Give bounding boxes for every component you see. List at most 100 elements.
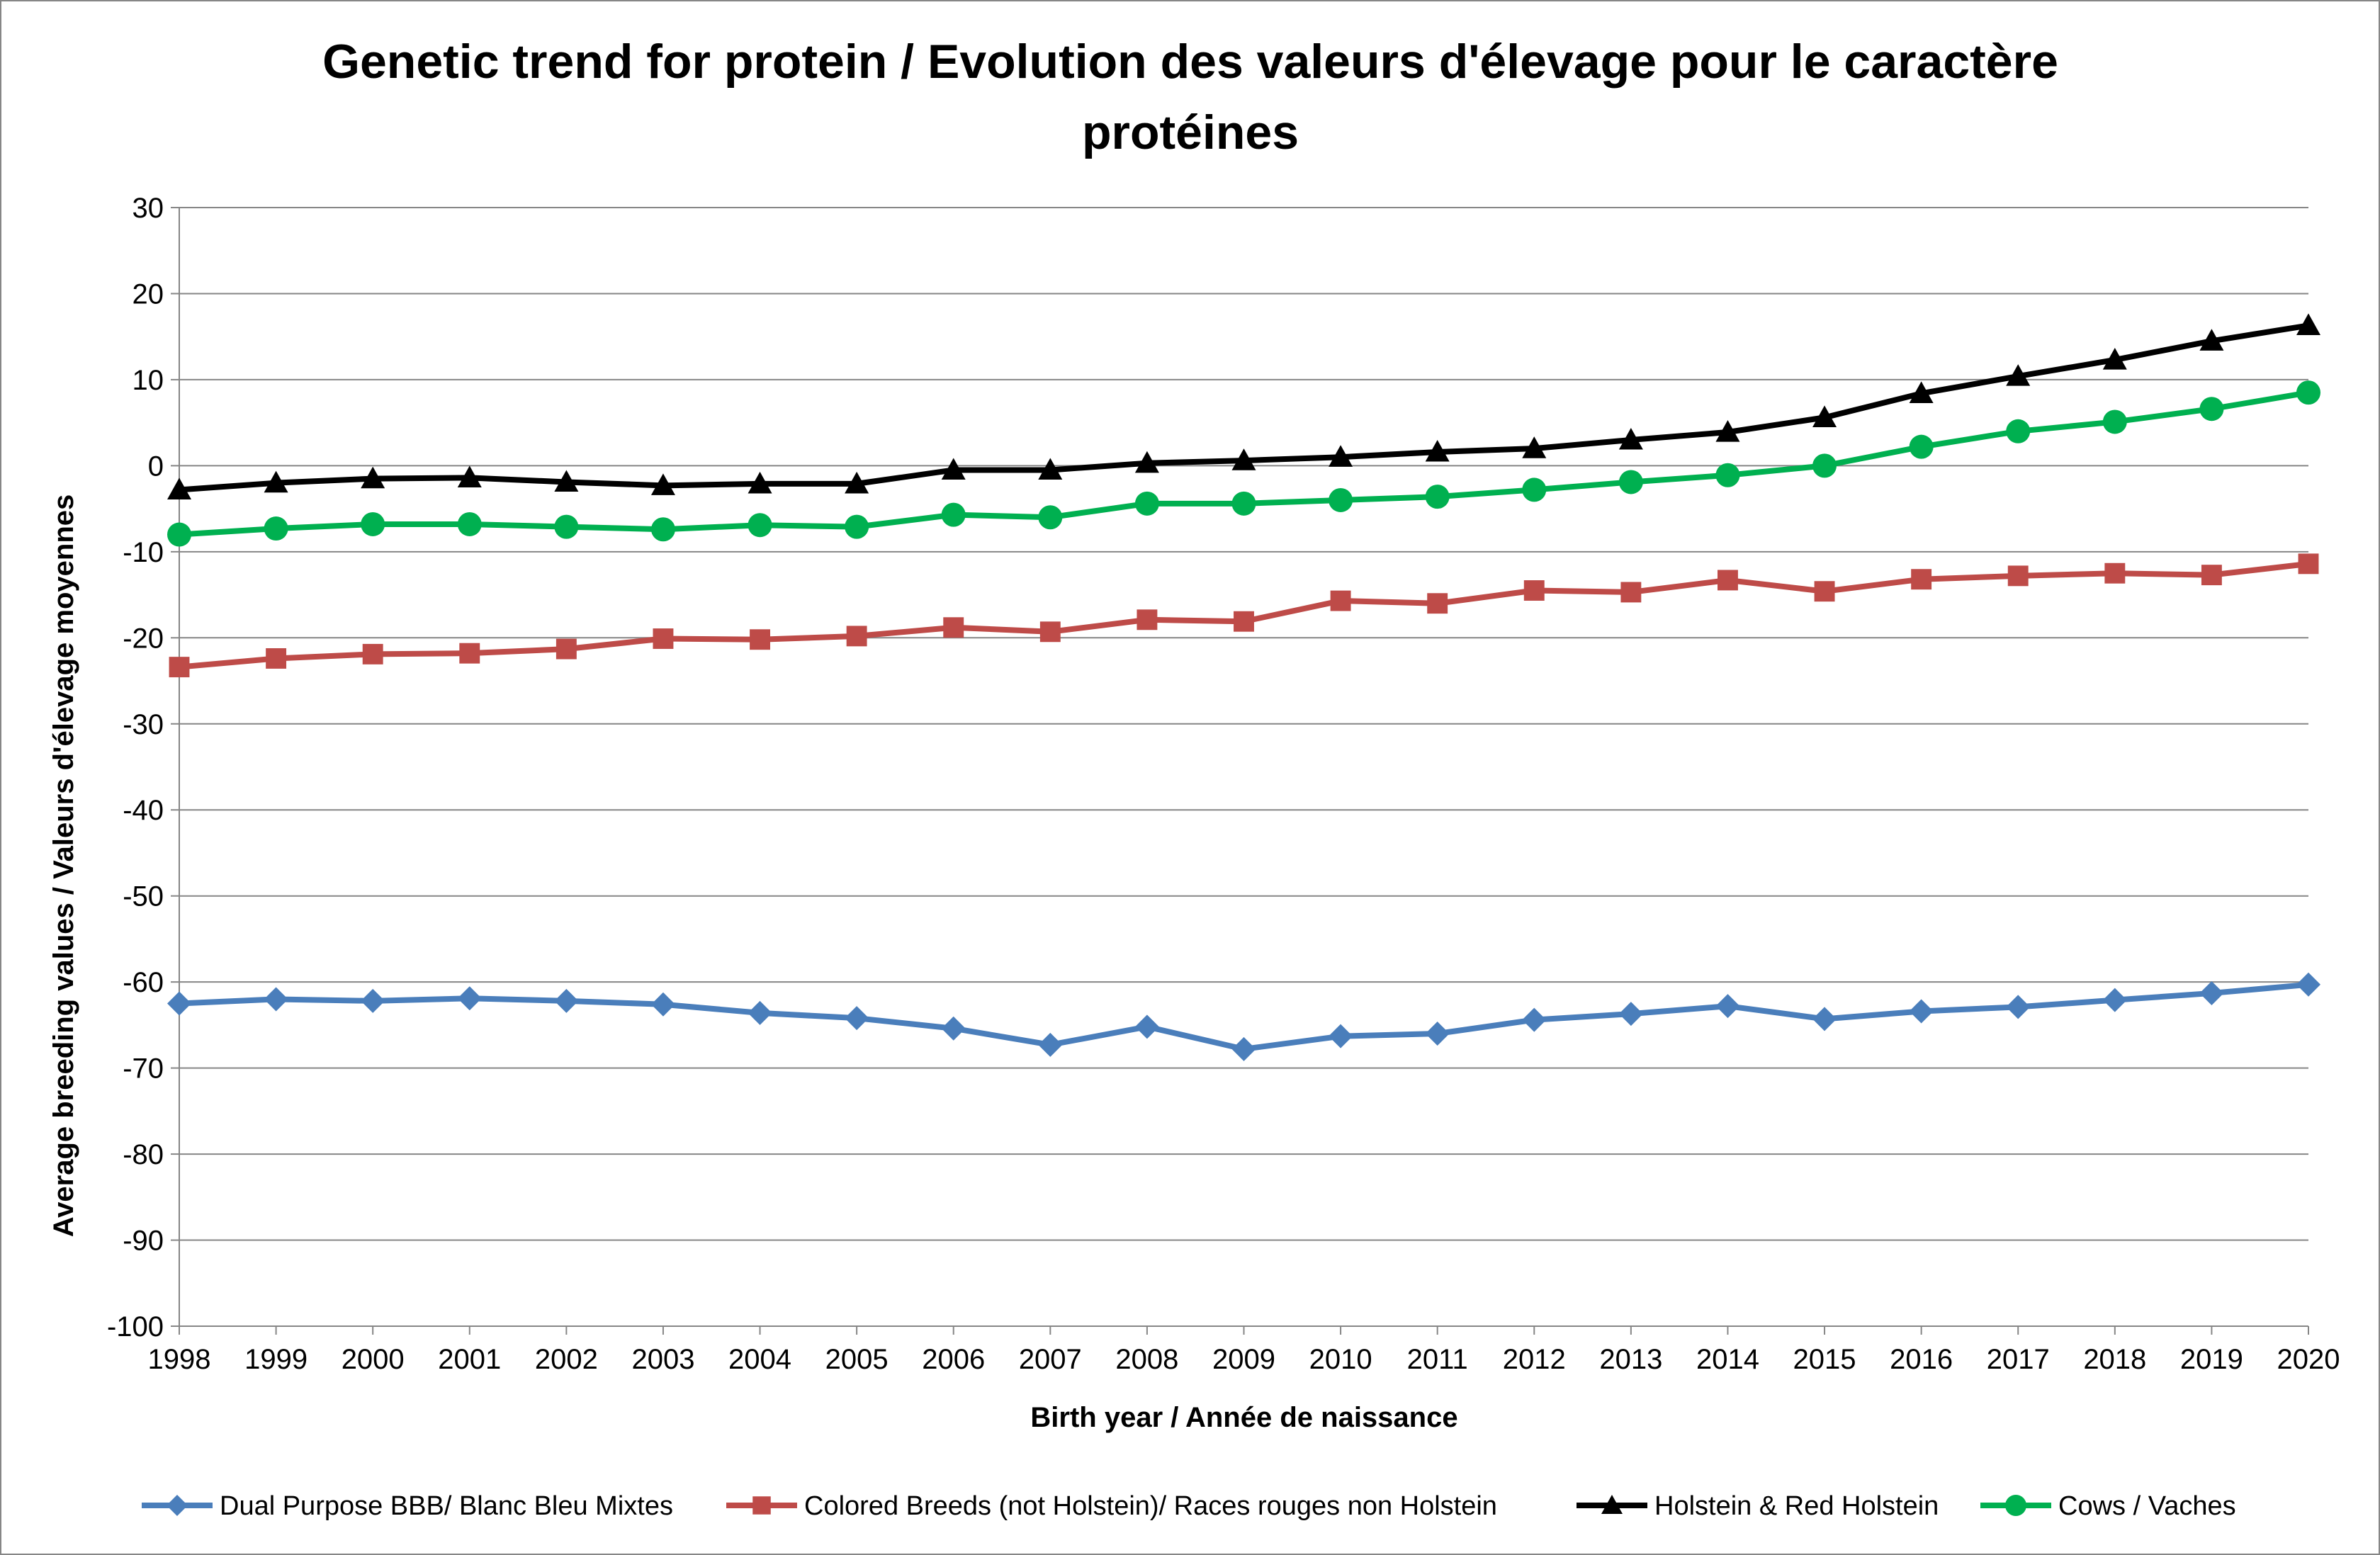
- x-tick-label: 2017: [1987, 1344, 2050, 1375]
- data-point: [1718, 570, 1738, 591]
- data-point: [1330, 590, 1351, 611]
- x-tick-label: 2010: [1309, 1344, 1372, 1375]
- legend: Dual Purpose BBB/ Blanc Bleu Mixtes Color…: [142, 1491, 2236, 1521]
- legend-marker: [167, 1495, 188, 1516]
- data-point: [1329, 487, 1353, 512]
- legend-label: Cows / Vaches: [2058, 1491, 2236, 1521]
- data-point: [555, 638, 577, 660]
- y-tick-label: -50: [123, 881, 164, 912]
- y-tick-label: -100: [107, 1311, 164, 1342]
- data-point: [457, 986, 482, 1011]
- data-point: [1038, 458, 1063, 480]
- data-point: [650, 517, 675, 542]
- data-point: [748, 471, 772, 494]
- x-tick-label: 2007: [1019, 1344, 1082, 1375]
- data-point: [1425, 439, 1450, 462]
- legend-marker: [1601, 1495, 1623, 1514]
- data-point: [1427, 593, 1448, 614]
- data-point: [1812, 453, 1837, 478]
- gridlines: [179, 207, 2308, 1327]
- data-point: [169, 657, 190, 678]
- data-point: [362, 643, 383, 665]
- x-tick-label: 2016: [1890, 1344, 1953, 1375]
- data-point: [1618, 427, 1643, 450]
- x-tick-label: 1998: [148, 1344, 211, 1375]
- y-tick-label: -20: [123, 623, 164, 654]
- data-point: [2296, 380, 2320, 405]
- x-tick-label: 2005: [825, 1344, 889, 1375]
- data-point: [845, 514, 869, 539]
- data-point: [264, 470, 288, 493]
- data-point: [1039, 621, 1061, 643]
- data-point: [748, 513, 772, 538]
- data-point: [941, 458, 966, 480]
- data-point: [2102, 409, 2127, 434]
- y-tick-label: -80: [123, 1139, 164, 1170]
- y-tick-label: 10: [132, 365, 164, 396]
- data-point: [457, 511, 482, 536]
- data-point: [748, 1000, 772, 1025]
- data-point: [2006, 364, 2031, 386]
- data-point: [943, 617, 964, 638]
- data-point: [1814, 581, 1835, 602]
- data-point: [2199, 397, 2224, 422]
- x-tick-label: 2009: [1212, 1344, 1275, 1375]
- data-point: [1523, 580, 1545, 601]
- data-point: [2296, 313, 2320, 336]
- data-point: [457, 465, 482, 487]
- data-point: [2006, 995, 2031, 1019]
- series-0: [167, 972, 2320, 1061]
- data-point: [2006, 419, 2031, 443]
- data-point: [1909, 434, 1934, 459]
- data-point: [554, 514, 579, 539]
- x-tick-label: 2003: [631, 1344, 694, 1375]
- series-1: [169, 553, 2319, 678]
- data-point: [1812, 1007, 1837, 1031]
- data-point: [1134, 491, 1159, 516]
- y-tick-label: 20: [132, 278, 164, 310]
- legend-item: Dual Purpose BBB/ Blanc Bleu Mixtes: [142, 1491, 673, 1521]
- x-tick-label: 2006: [922, 1344, 985, 1375]
- data-point: [1715, 463, 1740, 487]
- data-point: [845, 471, 869, 494]
- x-tick-label: 2018: [2083, 1344, 2146, 1375]
- series-group: [167, 313, 2320, 1061]
- x-tick-label: 2000: [342, 1344, 405, 1375]
- data-point: [554, 988, 579, 1013]
- data-point: [2296, 972, 2320, 997]
- y-axis-title: Average breeding values / Valeurs d'élev…: [48, 494, 79, 1238]
- legend-label: Holstein & Red Holstein: [1654, 1491, 1939, 1521]
- legend-marker: [2005, 1495, 2026, 1516]
- data-point: [1134, 1014, 1159, 1039]
- y-tick-label: -70: [123, 1053, 164, 1085]
- data-point: [1134, 451, 1159, 473]
- data-point: [2201, 565, 2222, 586]
- data-point: [264, 987, 288, 1012]
- data-point: [1522, 436, 1547, 458]
- x-tick-label: 2014: [1696, 1344, 1759, 1375]
- x-tick-label: 2002: [535, 1344, 598, 1375]
- data-point: [1038, 505, 1063, 530]
- data-point: [1425, 485, 1450, 509]
- data-point: [1522, 477, 1547, 502]
- data-point: [750, 629, 770, 650]
- data-point: [1329, 445, 1353, 467]
- x-tick-label: 2011: [1407, 1344, 1468, 1375]
- chart-title-line1: Genetic trend for protein / Evolution de…: [322, 35, 2058, 89]
- data-point: [1715, 420, 1740, 442]
- y-tick-label: -90: [123, 1226, 164, 1257]
- x-tick-labels: 1998 1999 2000 2001 2002 2003 2004 2005 2006 2007…: [148, 1344, 2340, 1375]
- data-point: [264, 516, 288, 541]
- y-tick-label: 0: [148, 451, 164, 482]
- data-point: [2199, 329, 2224, 351]
- x-tick-label: 2004: [728, 1344, 791, 1375]
- data-point: [1618, 470, 1643, 494]
- data-point: [941, 1016, 966, 1041]
- axes: [171, 207, 2309, 1335]
- x-tick-label: 2001: [438, 1344, 501, 1375]
- x-tick-label: 2019: [2180, 1344, 2243, 1375]
- data-point: [2102, 988, 2127, 1012]
- x-tick-label: 2015: [1793, 1344, 1856, 1375]
